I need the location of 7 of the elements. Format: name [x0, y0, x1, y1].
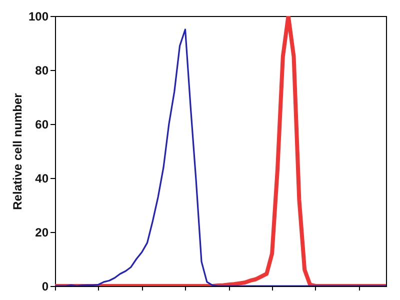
y-tick-label: 0 [42, 280, 49, 294]
y-tick-label: 80 [35, 64, 49, 78]
y-tick-label: 60 [35, 118, 49, 132]
y-axis-title: Relative cell number [10, 92, 24, 210]
y-tick-label: 100 [28, 10, 49, 24]
y-tick-label: 40 [35, 172, 49, 186]
y-tick-label: 20 [35, 226, 49, 240]
